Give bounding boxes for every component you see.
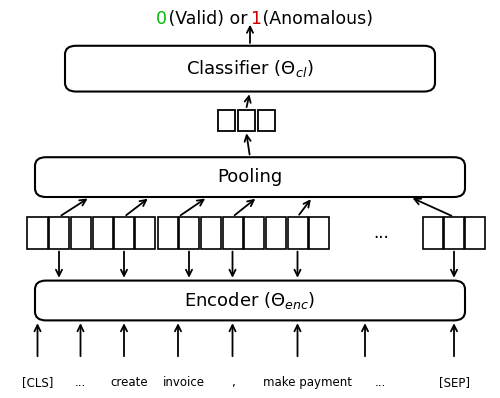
Bar	[70, 217, 90, 249]
Text: (Anomalous): (Anomalous)	[257, 10, 373, 28]
Bar	[466, 217, 485, 249]
Bar	[92, 217, 112, 249]
Bar	[136, 217, 156, 249]
Text: create: create	[110, 377, 148, 389]
Text: ...: ...	[374, 377, 386, 389]
Text: [SEP]: [SEP]	[438, 377, 470, 389]
Bar	[28, 217, 48, 249]
Text: ...: ...	[75, 377, 86, 389]
Text: Pooling: Pooling	[218, 168, 282, 186]
Text: (Valid) or: (Valid) or	[163, 10, 253, 28]
Text: ...: ...	[373, 224, 389, 242]
Bar	[309, 217, 329, 249]
Bar	[218, 110, 234, 131]
FancyBboxPatch shape	[35, 157, 465, 197]
Bar	[244, 217, 264, 249]
Bar	[222, 217, 242, 249]
Text: 1: 1	[250, 10, 261, 28]
Text: 0: 0	[156, 10, 167, 28]
Bar	[288, 217, 308, 249]
Bar	[158, 217, 178, 249]
Bar	[266, 217, 286, 249]
FancyBboxPatch shape	[65, 46, 435, 92]
Bar	[49, 217, 69, 249]
Bar	[258, 110, 274, 131]
FancyBboxPatch shape	[35, 281, 465, 320]
Bar	[422, 217, 442, 249]
Bar	[201, 217, 221, 249]
Text: Classifier ($\Theta_{cl}$): Classifier ($\Theta_{cl}$)	[186, 58, 314, 79]
Text: Encoder ($\Theta_{enc}$): Encoder ($\Theta_{enc}$)	[184, 290, 316, 311]
Text: invoice: invoice	[163, 377, 205, 389]
Text: ,: ,	[230, 377, 234, 389]
Bar	[179, 217, 199, 249]
Text: make payment: make payment	[263, 377, 352, 389]
Bar	[114, 217, 134, 249]
Text: [CLS]: [CLS]	[22, 377, 53, 389]
Bar	[444, 217, 464, 249]
Bar	[238, 110, 254, 131]
